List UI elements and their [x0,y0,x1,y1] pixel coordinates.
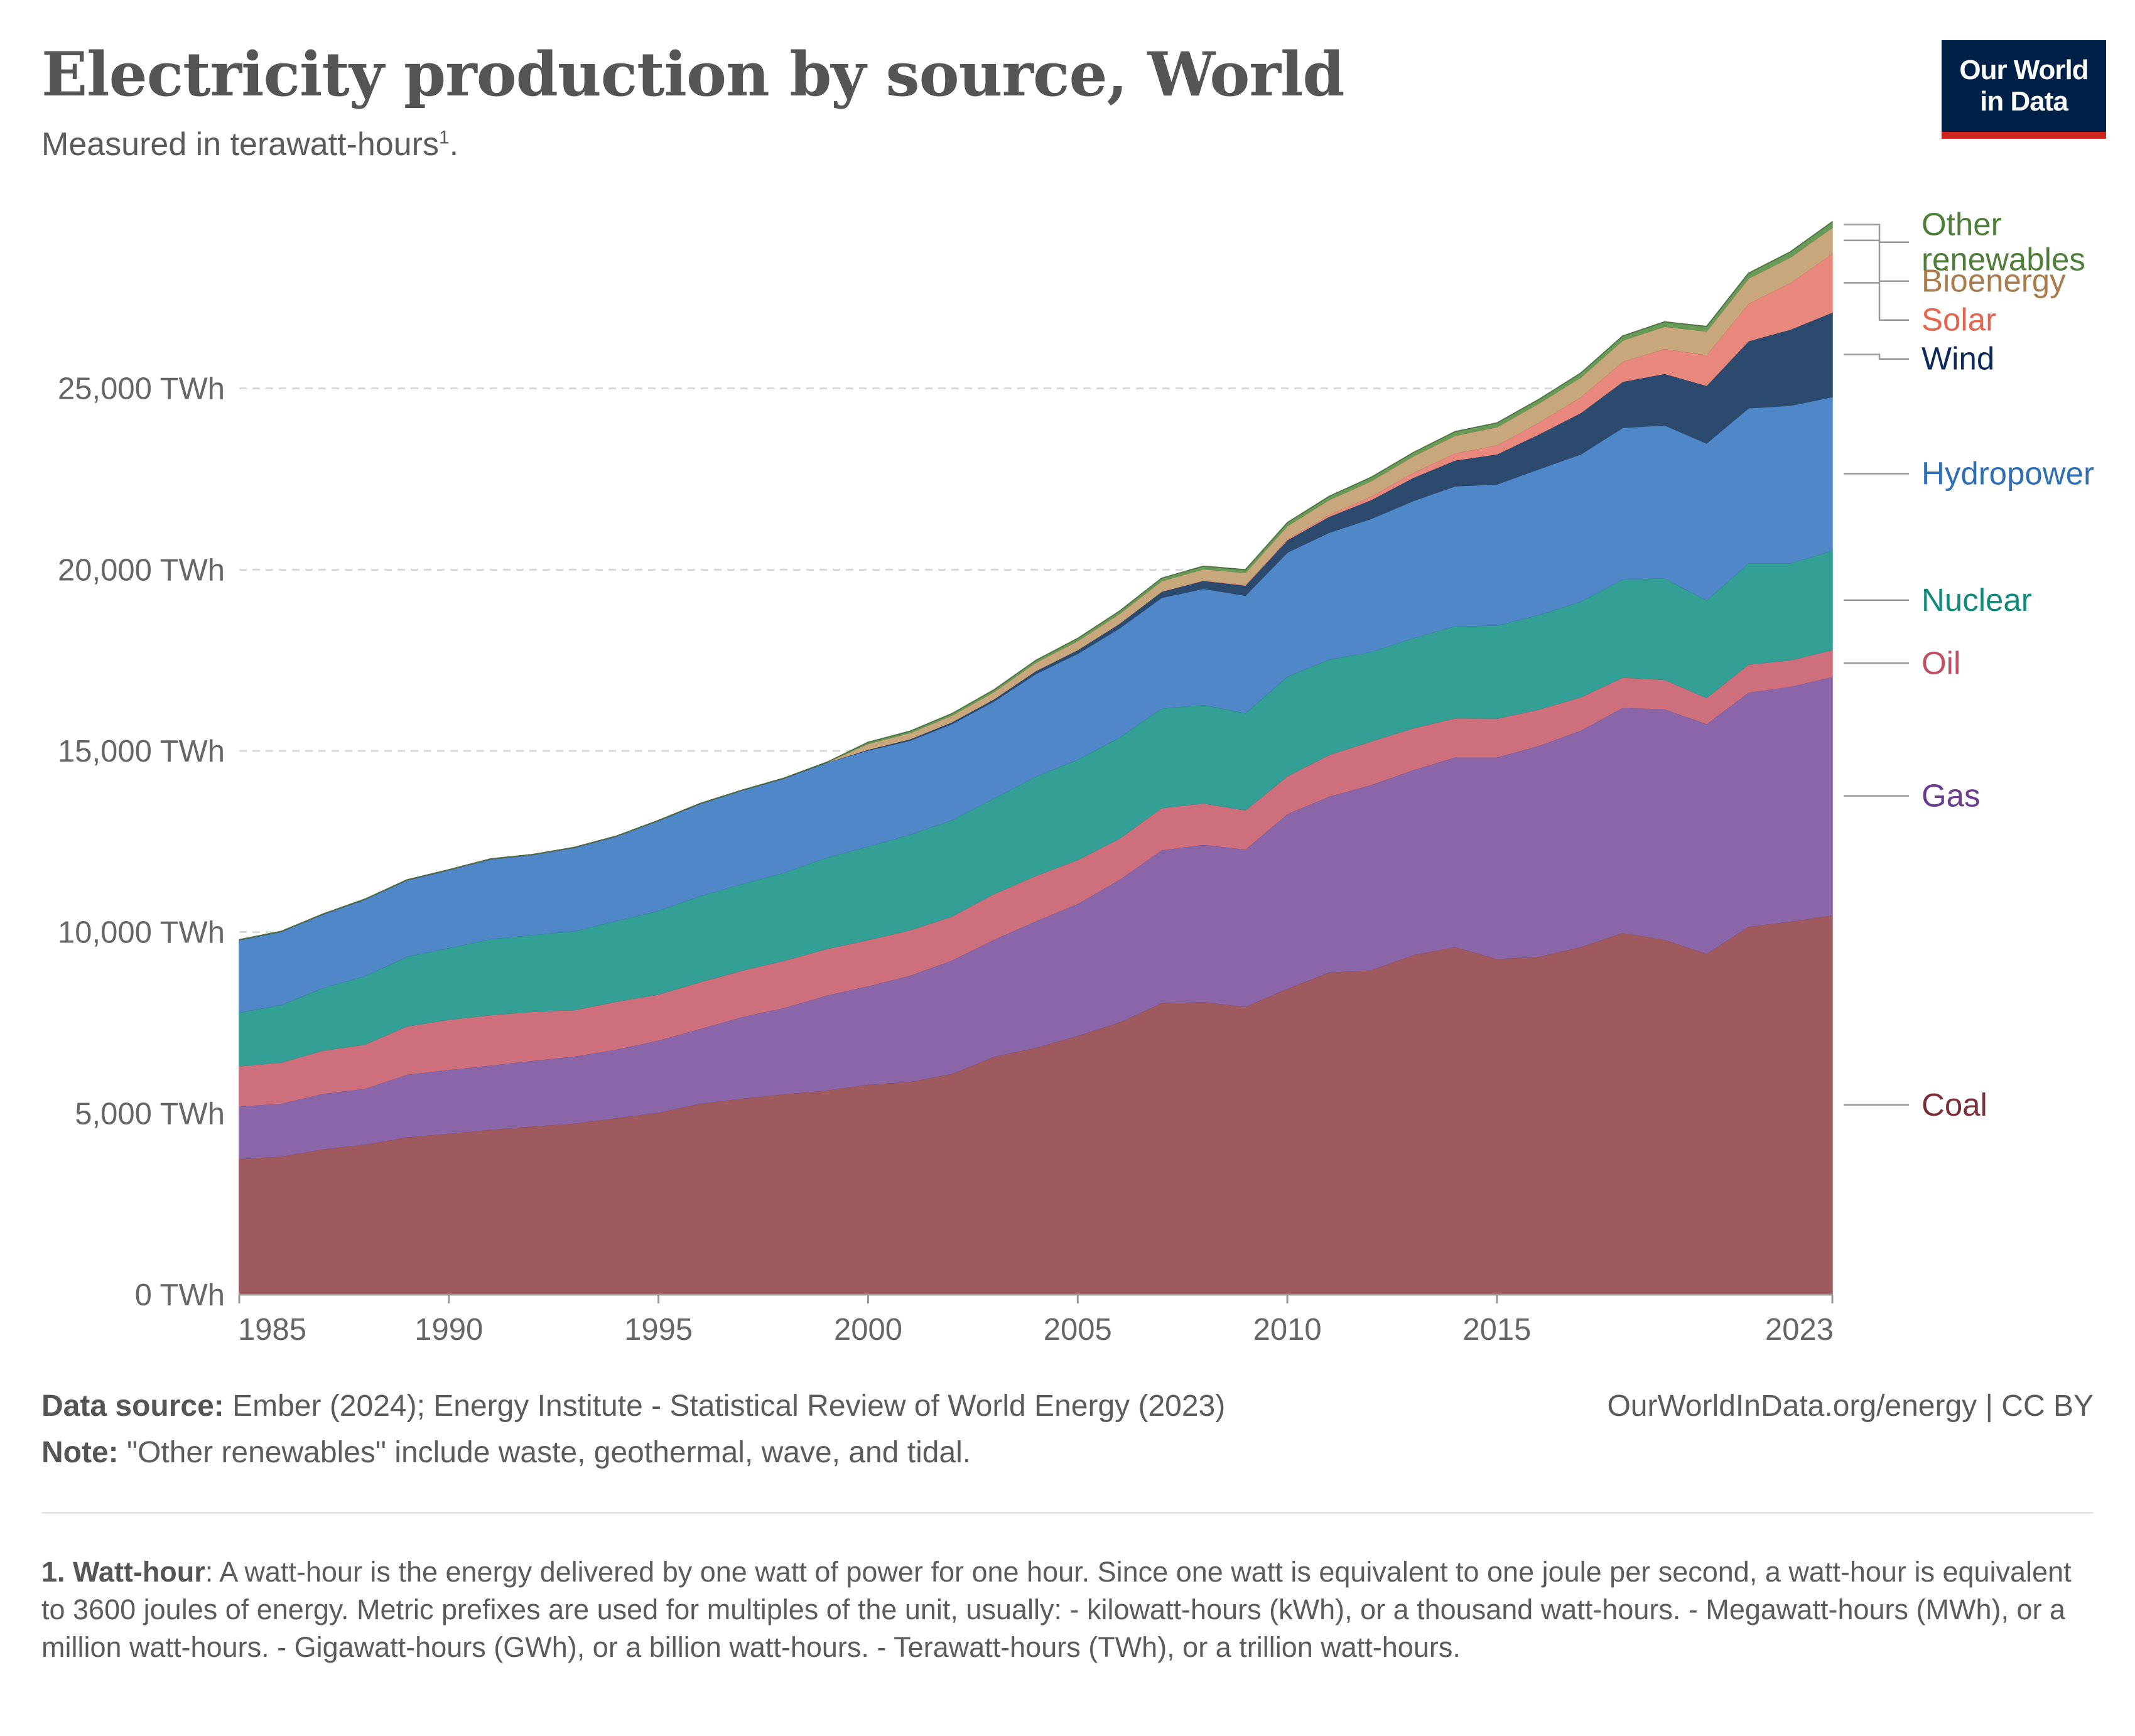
footer-divider [41,1512,2094,1514]
chart-note: Note: "Other renewables" include waste, … [41,1435,971,1470]
label-connector [1844,353,1909,360]
source-url-link[interactable]: OurWorldInData.org/energy | CC BY [1607,1389,2094,1423]
x-tick-label: 1995 [624,1313,693,1347]
label-connector [1844,224,1909,243]
source-text[interactable]: Ember (2024); Energy Institute - Statist… [232,1389,1226,1423]
x-tick-label: 2000 [834,1313,902,1347]
x-tick-label: 2005 [1044,1313,1112,1347]
subtitle-text: Measured in terawatt-hours [41,126,439,163]
subtitle-end: . [449,126,459,163]
logo-line-2: in Data [1980,86,2068,117]
series-label-hydropower: Hydropower [1922,455,2094,491]
source-label: Data source: [41,1389,224,1423]
area-other-renewables [239,220,1833,941]
x-tick-label: 1990 [414,1313,483,1347]
axes: 0 TWh 5,000 TWh 10,000 TWh 15,000 TWh 20,000… [58,372,1834,1347]
x-tick-label: 2010 [1253,1313,1322,1347]
y-tick-label: 0 TWh [135,1278,225,1312]
y-tick-label: 10,000 TWh [58,916,225,950]
series-areas [239,220,1833,1295]
logo-line-1: Our World [1959,55,2089,85]
note-text: "Other renewables" include waste, geothe… [127,1436,971,1469]
y-tick-label: 15,000 TWh [58,735,225,768]
footnote: 1. Watt-hour: A watt-hour is the energy … [41,1553,2082,1666]
label-connector [1844,282,1909,321]
footnote-text: : A watt-hour is the energy delivered by… [41,1556,2072,1663]
area-edge-line [239,221,1833,941]
y-tick-label: 25,000 TWh [58,372,225,406]
series-labels: Coal Gas Oil Nuclear Hydropower WindSolarBioe… [1844,207,2094,1123]
footnote-marker[interactable]: 1 [438,127,450,148]
label-connector [1844,239,1909,282]
series-label-solar: Solar [1922,302,1996,338]
x-tick-label: 2015 [1462,1313,1531,1347]
x-tick-label: 2023 [1765,1313,1834,1347]
footnote-label: 1. Watt-hour [41,1556,205,1588]
series-label-bioenergy: Bioenergy [1922,263,2066,299]
series-label-line: Other [1922,207,2002,242]
y-tick-label: 5,000 TWh [75,1097,225,1131]
series-label-coal: Coal [1922,1087,1987,1123]
owid-logo[interactable]: Our World in Data [1942,40,2106,139]
series-label-line: renewables [1922,242,2085,278]
y-tick-label: 20,000 TWh [58,553,225,587]
stacked-area-chart: 0 TWh 5,000 TWh 10,000 TWh 15,000 TWh 20,000… [58,207,2094,1347]
series-label-other-renewables: Other renewables [1922,207,2085,278]
series-label-oil: Oil [1922,645,1960,681]
data-source: Data source: Ember (2024); Energy Instit… [41,1389,1225,1423]
series-label-nuclear: Nuclear [1922,582,2032,618]
chart-title: Electricity production by source, World [41,39,1345,110]
series-label-gas: Gas [1922,778,1981,814]
x-tick-label: 1985 [238,1313,306,1347]
chart-subtitle: Measured in terawatt-hours1. [41,126,458,163]
note-label: Note: [41,1436,119,1469]
series-label-wind: Wind [1922,341,1994,377]
